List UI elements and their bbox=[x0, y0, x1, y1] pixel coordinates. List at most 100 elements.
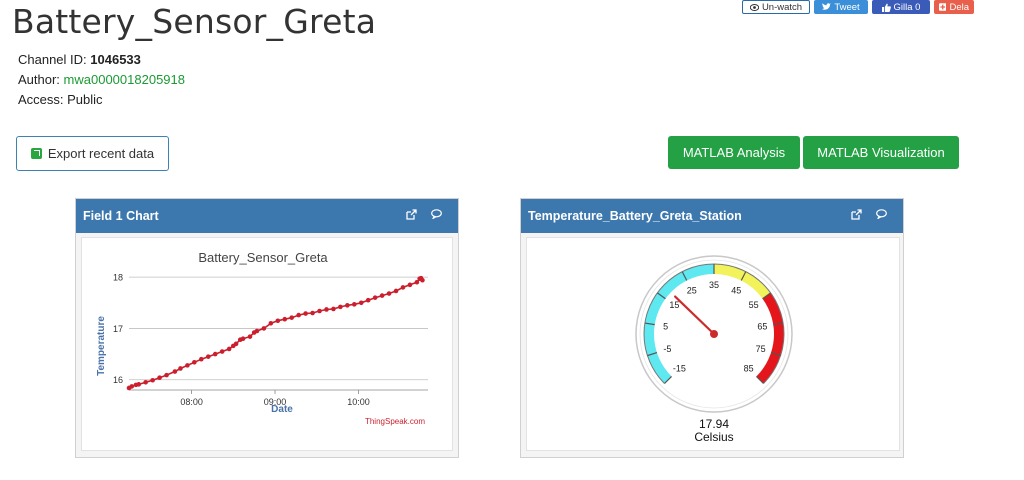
gauge-band bbox=[714, 264, 771, 299]
data-point[interactable] bbox=[400, 285, 406, 290]
y-tick-label: 16 bbox=[113, 375, 123, 385]
gauge-tick-label: -5 bbox=[663, 344, 671, 354]
gauge-tick-label: 15 bbox=[669, 300, 679, 310]
author-label: Author: bbox=[18, 72, 60, 87]
data-point[interactable] bbox=[157, 375, 162, 380]
data-point[interactable] bbox=[247, 334, 253, 339]
data-point[interactable] bbox=[372, 295, 378, 300]
data-point[interactable] bbox=[317, 308, 322, 314]
data-point[interactable] bbox=[226, 346, 232, 352]
data-point[interactable] bbox=[345, 303, 350, 308]
data-point[interactable] bbox=[393, 288, 399, 294]
tweet-button[interactable]: Tweet bbox=[814, 0, 868, 14]
gauge-tick-label: 85 bbox=[744, 364, 754, 374]
unwatch-button[interactable]: Un-watch bbox=[742, 0, 810, 14]
y-tick-label: 18 bbox=[113, 273, 123, 283]
data-point[interactable] bbox=[420, 277, 425, 283]
data-point[interactable] bbox=[212, 351, 218, 357]
channel-id-label: Channel ID: bbox=[18, 52, 87, 67]
data-point[interactable] bbox=[254, 328, 260, 334]
matlab-visualization-button[interactable]: MATLAB Visualization bbox=[803, 136, 959, 169]
data-point[interactable] bbox=[351, 302, 357, 307]
data-point[interactable] bbox=[136, 382, 142, 387]
chart-credit[interactable]: ThingSpeak.com bbox=[365, 417, 425, 426]
data-point[interactable] bbox=[261, 326, 267, 331]
field1-chart-panel: Field 1 Chart Battery_Sensor_Greta 16 17 1… bbox=[75, 198, 459, 458]
access-row: Access: Public bbox=[18, 90, 185, 110]
y-tick-label: 17 bbox=[113, 324, 123, 334]
line-chart: Battery_Sensor_Greta 16 17 18 08:00 09:00 10:… bbox=[96, 250, 428, 426]
channel-id-row: Channel ID: 1046533 bbox=[18, 50, 185, 70]
access-label: Access: bbox=[18, 92, 64, 107]
panel-title: Temperature_Battery_Greta_Station bbox=[528, 209, 742, 223]
gauge-tick bbox=[773, 322, 784, 326]
gauge-tick bbox=[770, 351, 781, 357]
data-point[interactable] bbox=[310, 310, 315, 316]
data-point[interactable] bbox=[205, 354, 211, 359]
chart-area: Battery_Sensor_Greta 16 17 18 08:00 09:00 10:… bbox=[81, 237, 453, 451]
chart-title: Battery_Sensor_Greta bbox=[198, 250, 328, 265]
share-label: Dela bbox=[949, 1, 969, 13]
page-title: Battery_Sensor_Greta bbox=[12, 2, 377, 41]
matlab-analysis-button[interactable]: MATLAB Analysis bbox=[668, 136, 800, 169]
gauge-tick-label: 5 bbox=[663, 321, 668, 331]
comment-icon[interactable] bbox=[431, 209, 442, 219]
gauge-tick bbox=[657, 292, 666, 300]
data-point[interactable] bbox=[282, 316, 288, 322]
data-point[interactable] bbox=[296, 312, 301, 318]
unwatch-label: Un-watch bbox=[761, 1, 803, 13]
export-icon bbox=[30, 148, 42, 159]
panel-header: Field 1 Chart bbox=[76, 199, 458, 233]
data-point[interactable] bbox=[240, 336, 246, 341]
eye-icon bbox=[749, 3, 759, 11]
gauge-needle bbox=[674, 295, 716, 336]
data-point[interactable] bbox=[129, 384, 135, 389]
export-label: Export recent data bbox=[47, 146, 155, 161]
external-link-icon[interactable] bbox=[851, 209, 862, 220]
gauge-tick bbox=[644, 322, 655, 326]
data-point[interactable] bbox=[219, 349, 225, 354]
temperature-gauge-panel: Temperature_Battery_Greta_Station -15 -5 5… bbox=[520, 198, 904, 458]
author-link[interactable]: mwa0000018205918 bbox=[63, 72, 185, 87]
data-point[interactable] bbox=[275, 318, 281, 324]
data-point[interactable] bbox=[150, 377, 155, 383]
tweet-label: Tweet bbox=[834, 1, 860, 13]
data-point[interactable] bbox=[233, 341, 239, 347]
data-point[interactable] bbox=[289, 315, 295, 320]
data-point[interactable] bbox=[407, 282, 413, 288]
data-point[interactable] bbox=[358, 300, 364, 306]
like-button[interactable]: Gilla 0 bbox=[872, 0, 930, 14]
external-link-icon[interactable] bbox=[406, 209, 417, 220]
panel-title: Field 1 Chart bbox=[83, 209, 159, 223]
gauge-band bbox=[644, 264, 714, 384]
data-point[interactable] bbox=[178, 366, 183, 371]
x-tick-label: 09:00 bbox=[264, 397, 287, 407]
data-point[interactable] bbox=[164, 372, 169, 378]
y-axis-label: Temperature bbox=[96, 316, 107, 376]
comment-icon[interactable] bbox=[876, 209, 887, 219]
data-point[interactable] bbox=[324, 307, 329, 312]
data-point[interactable] bbox=[303, 311, 308, 316]
gauge-tick-label: 55 bbox=[749, 300, 759, 310]
gauge-value: 17.94 bbox=[699, 417, 729, 431]
gauge-tick bbox=[664, 376, 672, 384]
data-point[interactable] bbox=[199, 356, 204, 362]
data-point[interactable] bbox=[386, 291, 392, 296]
share-button[interactable]: Dela bbox=[934, 0, 974, 14]
data-point[interactable] bbox=[172, 369, 178, 374]
data-point[interactable] bbox=[338, 304, 343, 310]
access-value: Public bbox=[67, 92, 103, 107]
data-point[interactable] bbox=[414, 279, 420, 285]
x-tick-label: 10:00 bbox=[347, 397, 370, 407]
export-recent-data-button[interactable]: Export recent data bbox=[16, 136, 169, 171]
data-point[interactable] bbox=[365, 297, 371, 303]
data-point[interactable] bbox=[379, 293, 385, 298]
like-label: Gilla 0 bbox=[893, 1, 921, 13]
data-point[interactable] bbox=[268, 321, 274, 326]
gauge-band bbox=[756, 292, 784, 384]
data-point[interactable] bbox=[331, 306, 336, 312]
data-point[interactable] bbox=[143, 380, 148, 385]
x-tick-label: 08:00 bbox=[180, 397, 203, 407]
data-point[interactable] bbox=[185, 363, 190, 368]
data-point[interactable] bbox=[192, 359, 197, 365]
